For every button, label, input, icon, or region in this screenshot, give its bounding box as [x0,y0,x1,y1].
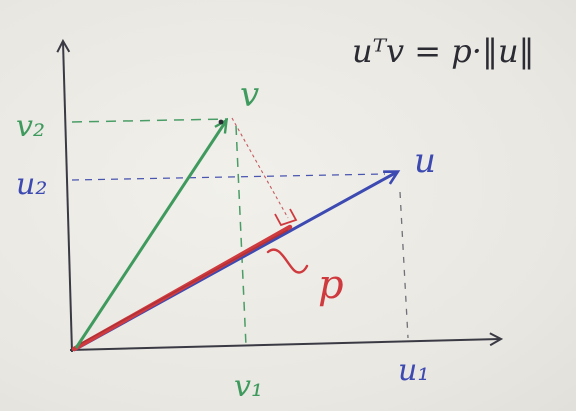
x-axis [70,339,500,350]
right-angle-mark [275,209,296,225]
label-u1: u₁ [398,353,429,388]
label-u: u [414,141,436,181]
vector-v [76,121,226,348]
equation: uᵀv = p·‖u‖ [352,32,535,70]
u2-guide-line [72,174,385,180]
u1-guide-line [400,192,408,338]
label-v2: v₂ [16,109,45,144]
perpendicular-line [232,118,288,218]
label-u2: u₂ [16,167,47,202]
v1-guide-line [236,126,246,346]
y-axis [63,42,72,352]
p-pointer-mark [268,250,307,273]
v-tip-dot [219,120,224,125]
v2-guide-line [72,119,228,122]
label-v1: v₁ [234,369,263,404]
label-v: v [240,75,259,115]
projection-p-overlay [78,230,288,345]
label-p: p [318,262,344,308]
